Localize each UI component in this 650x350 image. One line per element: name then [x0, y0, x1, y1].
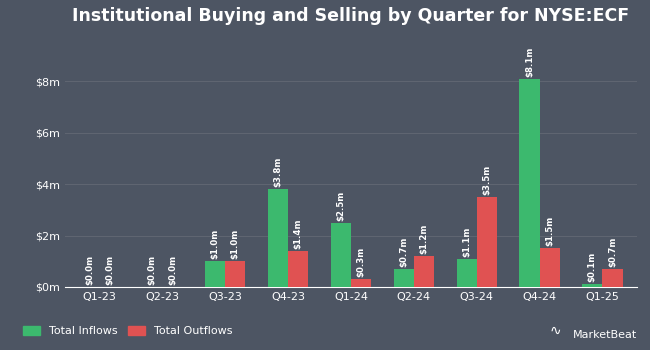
Text: ∿: ∿: [549, 324, 561, 338]
Bar: [268, 189, 288, 287]
Bar: [394, 269, 414, 287]
Text: $1.4m: $1.4m: [294, 218, 303, 249]
Text: $0.7m: $0.7m: [399, 237, 408, 267]
Text: $0.1m: $0.1m: [588, 252, 597, 282]
Bar: [288, 251, 308, 287]
Bar: [582, 285, 603, 287]
Text: $0.0m: $0.0m: [85, 255, 94, 285]
Text: $1.1m: $1.1m: [462, 226, 471, 257]
Bar: [351, 279, 371, 287]
Text: $0.3m: $0.3m: [357, 247, 365, 277]
Text: $1.5m: $1.5m: [545, 216, 554, 246]
Text: $8.1m: $8.1m: [525, 46, 534, 77]
Bar: [226, 261, 246, 287]
Text: MarketBeat: MarketBeat: [573, 329, 637, 340]
Text: $0.7m: $0.7m: [608, 237, 617, 267]
Text: $3.5m: $3.5m: [482, 165, 491, 195]
Bar: [519, 79, 540, 287]
Bar: [456, 259, 476, 287]
Bar: [476, 197, 497, 287]
Bar: [331, 223, 351, 287]
Text: $0.0m: $0.0m: [105, 255, 114, 285]
Bar: [603, 269, 623, 287]
Text: $0.0m: $0.0m: [148, 255, 157, 285]
Bar: [414, 256, 434, 287]
Text: $2.5m: $2.5m: [337, 190, 345, 220]
Title: Institutional Buying and Selling by Quarter for NYSE:ECF: Institutional Buying and Selling by Quar…: [72, 7, 630, 25]
Bar: [540, 248, 560, 287]
Text: $1.2m: $1.2m: [419, 224, 428, 254]
Legend: Total Inflows, Total Outflows: Total Inflows, Total Outflows: [19, 322, 237, 341]
Text: $0.0m: $0.0m: [168, 255, 177, 285]
Text: $1.0m: $1.0m: [231, 229, 240, 259]
Bar: [205, 261, 226, 287]
Text: $3.8m: $3.8m: [274, 157, 283, 187]
Text: $1.0m: $1.0m: [211, 229, 220, 259]
